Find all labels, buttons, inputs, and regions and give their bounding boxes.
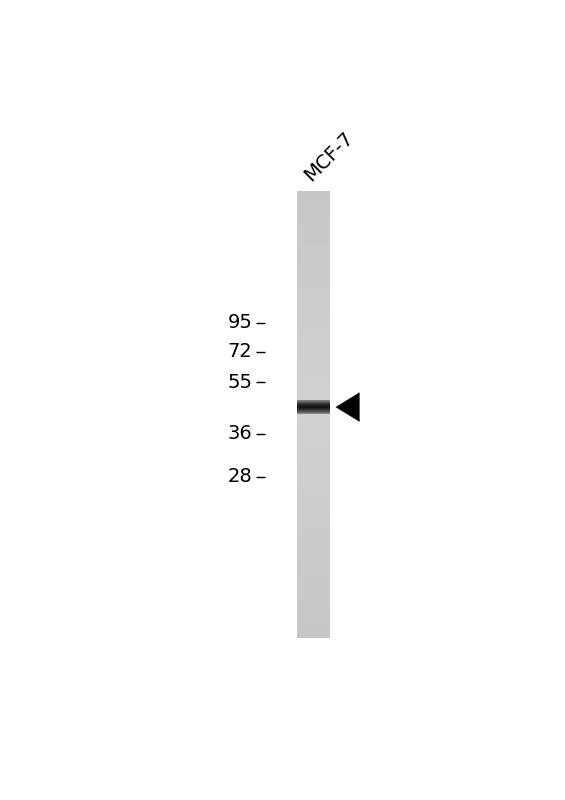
- Bar: [297, 206, 330, 214]
- Bar: [297, 430, 330, 437]
- Bar: [297, 630, 330, 638]
- Bar: [297, 623, 330, 630]
- Bar: [297, 578, 330, 586]
- Bar: [297, 236, 330, 243]
- Text: 95: 95: [228, 313, 253, 332]
- Bar: [297, 326, 330, 333]
- Bar: [297, 474, 330, 482]
- Bar: [297, 296, 330, 303]
- Bar: [297, 274, 330, 281]
- Bar: [297, 266, 330, 274]
- Bar: [297, 526, 330, 534]
- Bar: [297, 229, 330, 236]
- Bar: [297, 571, 330, 578]
- Text: 55: 55: [227, 373, 253, 392]
- Bar: [297, 601, 330, 608]
- Bar: [297, 482, 330, 490]
- Bar: [297, 318, 330, 326]
- Bar: [297, 556, 330, 564]
- Text: MCF-7: MCF-7: [300, 129, 357, 186]
- Polygon shape: [336, 392, 359, 422]
- Text: 36: 36: [228, 424, 253, 443]
- Bar: [297, 608, 330, 616]
- Bar: [297, 191, 330, 199]
- Bar: [297, 467, 330, 474]
- Bar: [297, 490, 330, 497]
- Bar: [297, 407, 330, 414]
- Bar: [297, 534, 330, 542]
- Bar: [297, 385, 330, 393]
- Bar: [297, 542, 330, 549]
- Bar: [297, 400, 330, 407]
- Bar: [297, 370, 330, 378]
- Bar: [297, 281, 330, 288]
- Bar: [297, 445, 330, 452]
- Bar: [297, 564, 330, 571]
- Bar: [297, 437, 330, 445]
- Bar: [297, 362, 330, 370]
- Bar: [297, 243, 330, 251]
- Bar: [297, 378, 330, 385]
- Bar: [297, 497, 330, 504]
- Bar: [297, 452, 330, 459]
- Bar: [297, 333, 330, 340]
- Bar: [297, 422, 330, 430]
- Bar: [297, 348, 330, 355]
- Bar: [297, 222, 330, 229]
- Bar: [297, 355, 330, 362]
- Bar: [297, 393, 330, 400]
- Bar: [297, 594, 330, 601]
- Bar: [297, 504, 330, 511]
- Bar: [297, 340, 330, 348]
- Bar: [297, 214, 330, 222]
- Bar: [297, 258, 330, 266]
- Bar: [297, 586, 330, 594]
- Bar: [297, 616, 330, 623]
- Bar: [297, 511, 330, 519]
- Bar: [297, 519, 330, 526]
- Bar: [297, 251, 330, 258]
- Bar: [297, 549, 330, 556]
- Bar: [297, 414, 330, 422]
- Text: 72: 72: [228, 342, 253, 361]
- Bar: [297, 459, 330, 467]
- Bar: [297, 303, 330, 310]
- Bar: [297, 199, 330, 206]
- Bar: [297, 288, 330, 296]
- Bar: [297, 310, 330, 318]
- Text: 28: 28: [228, 467, 253, 486]
